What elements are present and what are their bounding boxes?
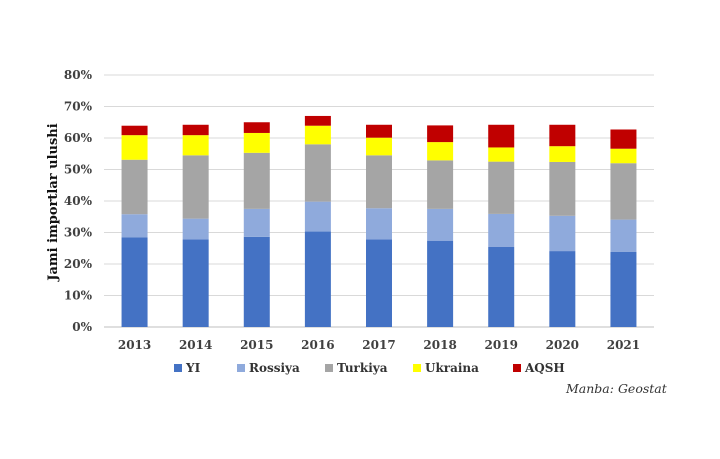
legend-swatch-turkiya	[325, 364, 333, 372]
y-axis-ticks: 0% 10% 20% 30% 40% 50% 60% 70% 80%	[64, 68, 93, 334]
legend-swatch-aqsh	[513, 364, 521, 372]
bar-aqsh-2020	[549, 124, 576, 147]
bar-turkiya-2013	[121, 159, 148, 215]
bars	[121, 115, 637, 327]
bar-yi-2017	[366, 239, 392, 327]
x-tick-label: 2020	[546, 338, 579, 352]
y-tick-label: 60%	[64, 131, 93, 145]
y-tick-label: 20%	[64, 257, 93, 271]
bar-turkiya-2020	[549, 161, 576, 216]
bar-yi-2021	[610, 251, 637, 327]
y-tick-label: 10%	[64, 289, 93, 303]
y-tick-label: 0%	[72, 320, 92, 334]
legend-swatch-ukraina	[413, 364, 421, 372]
y-tick-label: 70%	[64, 100, 93, 114]
bar-yi-2016	[304, 231, 331, 327]
bar-aqsh-2014	[182, 124, 209, 136]
legend-label-ukraina: Ukraina	[425, 361, 479, 375]
y-axis-label: Jami importlar ulushi	[46, 123, 61, 281]
bar-turkiya-2018	[427, 160, 454, 209]
legend-swatch-rossiya	[237, 364, 245, 372]
bar-ukraina-2017	[366, 137, 392, 156]
y-tick-label: 40%	[64, 194, 93, 208]
y-tick-label: 50%	[64, 163, 93, 177]
bar-rossiya-2017	[366, 208, 392, 240]
legend-swatch-yi	[174, 364, 182, 372]
bar-yi-2020	[549, 251, 576, 327]
legend: YI Rossiya Turkiya Ukraina AQSH	[174, 361, 565, 375]
source-note: Manba: Geostat	[566, 381, 667, 396]
bar-turkiya-2015	[243, 152, 270, 209]
bar-yi-2018	[427, 240, 454, 327]
bar-rossiya-2018	[427, 208, 454, 241]
bar-ukraina-2013	[121, 135, 148, 160]
bar-rossiya-2016	[304, 201, 331, 232]
bar-ukraina-2014	[182, 135, 209, 156]
bar-aqsh-2019	[488, 124, 515, 148]
bar-ukraina-2019	[488, 147, 515, 162]
bar-turkiya-2019	[488, 161, 515, 214]
bar-rossiya-2014	[182, 218, 209, 240]
bar-yi-2013	[121, 237, 148, 327]
x-tick-label: 2021	[607, 338, 640, 352]
bar-turkiya-2014	[182, 155, 209, 219]
y-tick-label: 30%	[64, 226, 93, 240]
legend-label-aqsh: AQSH	[524, 361, 565, 375]
bar-ukraina-2021	[610, 148, 637, 164]
x-tick-label: 2018	[423, 338, 456, 352]
x-tick-label: 2016	[301, 338, 334, 352]
x-tick-label: 2019	[485, 338, 518, 352]
legend-label-yi: YI	[185, 361, 201, 375]
y-tick-label: 80%	[64, 68, 93, 82]
x-tick-label: 2015	[240, 338, 273, 352]
x-axis-ticks: 2013 2014 2015 2016 2017 2018 2019 2020 2021	[118, 338, 640, 352]
legend-label-turkiya: Turkiya	[337, 361, 388, 375]
bar-aqsh-2017	[366, 124, 392, 138]
bar-rossiya-2013	[121, 214, 148, 238]
bar-yi-2014	[182, 239, 209, 327]
x-tick-label: 2014	[179, 338, 212, 352]
bar-aqsh-2015	[243, 122, 270, 133]
bar-rossiya-2015	[243, 208, 270, 237]
bar-ukraina-2018	[427, 142, 454, 161]
bar-turkiya-2017	[366, 155, 392, 209]
bar-rossiya-2021	[610, 219, 637, 252]
bar-rossiya-2019	[488, 213, 515, 247]
bar-ukraina-2015	[243, 132, 270, 153]
bar-yi-2019	[488, 246, 515, 327]
bar-turkiya-2016	[304, 144, 331, 202]
bar-aqsh-2013	[121, 125, 148, 136]
bar-aqsh-2016	[304, 115, 331, 126]
bar-yi-2015	[243, 236, 270, 327]
legend-label-rossiya: Rossiya	[249, 361, 300, 375]
bar-aqsh-2018	[427, 125, 454, 143]
bar-aqsh-2021	[610, 129, 637, 149]
x-tick-label: 2013	[118, 338, 151, 352]
bar-rossiya-2020	[549, 215, 576, 252]
bar-ukraina-2020	[549, 146, 576, 162]
x-tick-label: 2017	[362, 338, 395, 352]
bar-ukraina-2016	[304, 125, 331, 145]
bar-turkiya-2021	[610, 163, 637, 220]
